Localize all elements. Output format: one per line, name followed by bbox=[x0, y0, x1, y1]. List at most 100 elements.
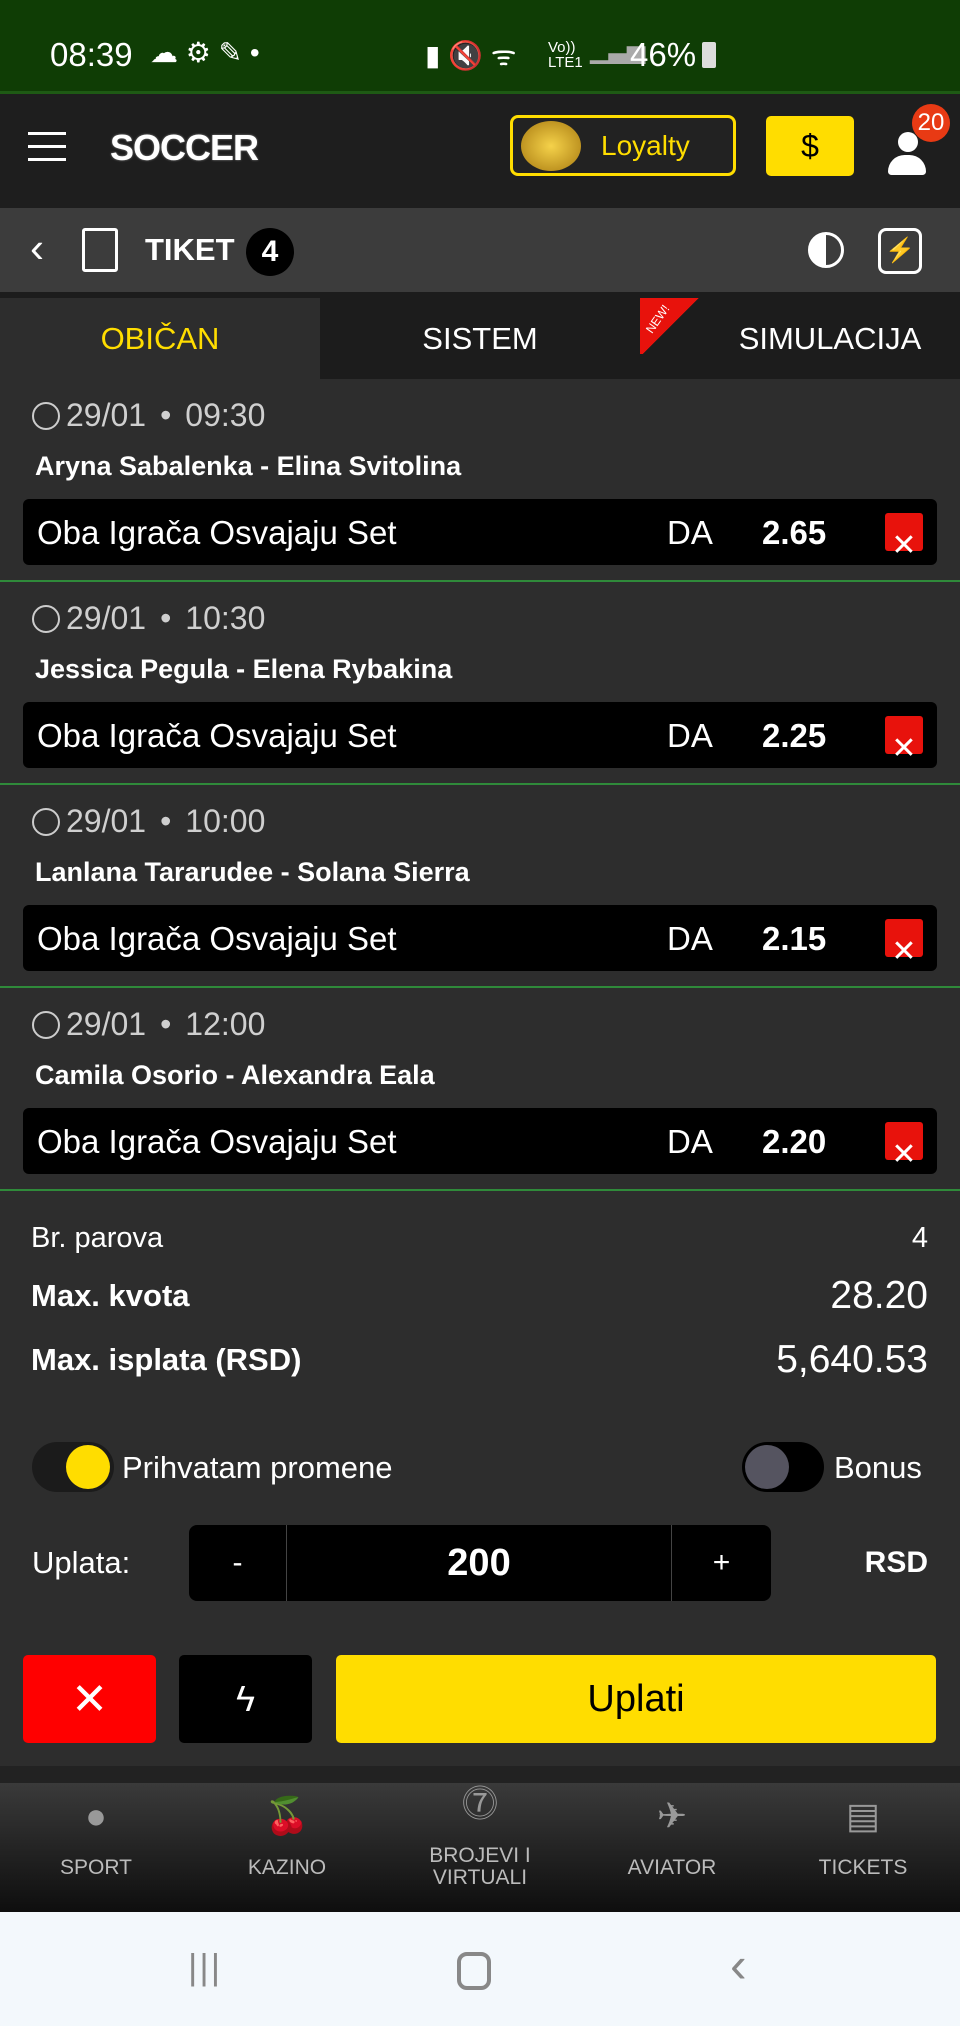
max-odd-label: Max. kvota bbox=[31, 1278, 190, 1313]
basketball-icon: ● bbox=[85, 1795, 107, 1836]
lottery-ball-icon: ⓻ bbox=[461, 1783, 498, 1824]
remove-bet-button[interactable]: ✕ bbox=[885, 919, 923, 968]
bet-item: 29/01 • 12:00 Camila Osorio - Alexandra Ea… bbox=[0, 988, 960, 1191]
bonus-label: Bonus bbox=[834, 1450, 922, 1485]
ticket-check-icon: ▤ bbox=[845, 1795, 880, 1836]
match-name: Camila Osorio - Alexandra Eala bbox=[35, 1060, 435, 1090]
close-icon: ✕ bbox=[891, 935, 917, 968]
coins-icon: $ bbox=[801, 127, 819, 164]
bet-time: 10:00 bbox=[185, 803, 266, 839]
ticket-count-badge: 4 bbox=[246, 228, 294, 276]
menu-icon[interactable] bbox=[28, 132, 66, 161]
stake-plus-button[interactable]: + bbox=[671, 1525, 771, 1601]
bet-time: 12:00 bbox=[185, 1006, 266, 1042]
close-icon: ✕ bbox=[891, 732, 917, 765]
bet-item: 29/01 • 10:00 Lanlana Tararudee - Solana S… bbox=[0, 785, 960, 988]
nav-aviator[interactable]: ✈ AVIATOR bbox=[597, 1795, 747, 1879]
bet-date: 29/01 bbox=[66, 803, 147, 839]
status-bar: 08:39 ☁ ⚙ ✎ • ▮ 🔇 ᯤ Vo)) LTE1 ▁▃▅ 46% bbox=[0, 0, 960, 94]
app-header: SOCCER Loyalty $ 20 bbox=[0, 94, 960, 208]
odd-value: 2.20 bbox=[762, 1123, 827, 1160]
bet-datetime: 29/01 • 10:00 bbox=[32, 803, 265, 840]
stake-input[interactable]: 200 bbox=[447, 1541, 511, 1584]
currency-label: RSD bbox=[864, 1546, 928, 1579]
loyalty-label: Loyalty bbox=[601, 129, 690, 161]
clear-ticket-button[interactable]: ✕ bbox=[23, 1655, 156, 1743]
tab-sistem[interactable]: SISTEM bbox=[422, 320, 538, 356]
new-badge: NEW! bbox=[640, 298, 702, 354]
close-icon: ✕ bbox=[891, 1138, 917, 1171]
match-name: Jessica Pegula - Elena Rybakina bbox=[35, 654, 453, 684]
odd-value: 2.25 bbox=[762, 717, 827, 754]
signal-icon: ▁▃▅ bbox=[590, 37, 646, 64]
market-name: Oba Igrača Osvajaju Set bbox=[37, 717, 397, 754]
system-icons: ▮ 🔇 ᯤ bbox=[425, 40, 517, 71]
bet-time: 10:30 bbox=[185, 600, 266, 636]
loyalty-button[interactable]: Loyalty bbox=[510, 115, 736, 176]
bet-selection: Oba Igrača Osvajaju Set DA 2.20 ✕ bbox=[23, 1108, 937, 1174]
close-icon: ✕ bbox=[71, 1674, 108, 1724]
home-icon[interactable] bbox=[457, 1952, 491, 1990]
cherry-icon: 🍒 bbox=[264, 1795, 310, 1836]
max-payout-label: Max. isplata (RSD) bbox=[31, 1342, 302, 1377]
status-icons: ☁ ⚙ ✎ • bbox=[150, 37, 260, 68]
max-odd-value: 28.20 bbox=[830, 1274, 928, 1317]
bet-datetime: 29/01 • 09:30 bbox=[32, 397, 265, 434]
tab-simulacija[interactable]: SIMULACIJA bbox=[738, 320, 922, 356]
odd-value: 2.65 bbox=[762, 514, 827, 551]
bet-time: 09:30 bbox=[185, 397, 266, 433]
bet-item: 29/01 • 10:30 Jessica Pegula - Elena Rybak… bbox=[0, 582, 960, 785]
close-icon: ✕ bbox=[891, 529, 917, 562]
lightning-icon: ϟ bbox=[235, 1678, 256, 1719]
submit-button[interactable]: Uplati bbox=[336, 1655, 936, 1743]
back-icon[interactable]: ‹ bbox=[30, 224, 44, 271]
bet-datetime: 29/01 • 12:00 bbox=[32, 1006, 265, 1043]
back-nav-icon[interactable]: ‹ bbox=[730, 1937, 747, 1993]
stake-minus-button[interactable]: - bbox=[189, 1525, 287, 1601]
bet-date: 29/01 bbox=[66, 600, 147, 636]
ticket-bar: ‹ TIKET 4 ⚡ bbox=[0, 208, 960, 292]
recents-icon[interactable]: ||| bbox=[188, 1946, 223, 1987]
notification-badge: 20 bbox=[912, 104, 950, 142]
bonus-toggle[interactable] bbox=[742, 1442, 824, 1492]
nav-brojevi-virtuali[interactable]: ⓻ BROJEVI I VIRTUALI bbox=[405, 1783, 555, 1889]
contrast-icon[interactable] bbox=[808, 232, 844, 268]
bet-date: 29/01 bbox=[66, 397, 147, 433]
tennis-ball-icon bbox=[32, 807, 60, 836]
nav-tickets[interactable]: ▤ TICKETS bbox=[788, 1795, 938, 1879]
accept-changes-toggle[interactable] bbox=[32, 1442, 114, 1492]
pick: DA bbox=[667, 1123, 713, 1160]
user-icon[interactable] bbox=[888, 132, 928, 177]
bet-selection: Oba Igrača Osvajaju Set DA 2.15 ✕ bbox=[23, 905, 937, 971]
remove-bet-button[interactable]: ✕ bbox=[885, 716, 923, 765]
odd-value: 2.15 bbox=[762, 920, 827, 957]
clock: 08:39 bbox=[50, 36, 133, 73]
battery-percent: 46% bbox=[630, 36, 697, 73]
airplane-icon: ✈ bbox=[656, 1795, 688, 1836]
logo[interactable]: SOCCER bbox=[110, 127, 259, 168]
pick: DA bbox=[667, 920, 713, 957]
pairs-value: 4 bbox=[911, 1222, 928, 1254]
accept-changes-label: Prihvatam promene bbox=[122, 1450, 393, 1485]
coin-icon bbox=[521, 120, 581, 171]
battery-icon bbox=[702, 42, 716, 68]
quick-bet-icon[interactable]: ⚡ bbox=[878, 228, 922, 274]
match-name: Lanlana Tararudee - Solana Sierra bbox=[35, 857, 470, 887]
document-icon bbox=[82, 228, 118, 272]
deposit-button[interactable]: $ bbox=[766, 116, 854, 176]
tab-obican[interactable]: OBIČAN bbox=[0, 298, 320, 379]
nav-sport[interactable]: ● SPORT bbox=[21, 1795, 171, 1879]
quick-pay-button[interactable]: ϟ bbox=[179, 1655, 312, 1743]
stake-label: Uplata: bbox=[32, 1545, 131, 1580]
market-name: Oba Igrača Osvajaju Set bbox=[37, 514, 397, 551]
bet-item: 29/01 • 09:30 Aryna Sabalenka - Elina Svit… bbox=[0, 379, 960, 582]
max-payout-value: 5,640.53 bbox=[776, 1338, 928, 1381]
remove-bet-button[interactable]: ✕ bbox=[885, 1122, 923, 1171]
pick: DA bbox=[667, 717, 713, 754]
tennis-ball-icon bbox=[32, 604, 60, 633]
tennis-ball-icon bbox=[32, 401, 60, 430]
remove-bet-button[interactable]: ✕ bbox=[885, 513, 923, 562]
nav-kazino[interactable]: 🍒 KAZINO bbox=[212, 1795, 362, 1879]
market-name: Oba Igrača Osvajaju Set bbox=[37, 920, 397, 957]
match-name: Aryna Sabalenka - Elina Svitolina bbox=[35, 451, 462, 481]
